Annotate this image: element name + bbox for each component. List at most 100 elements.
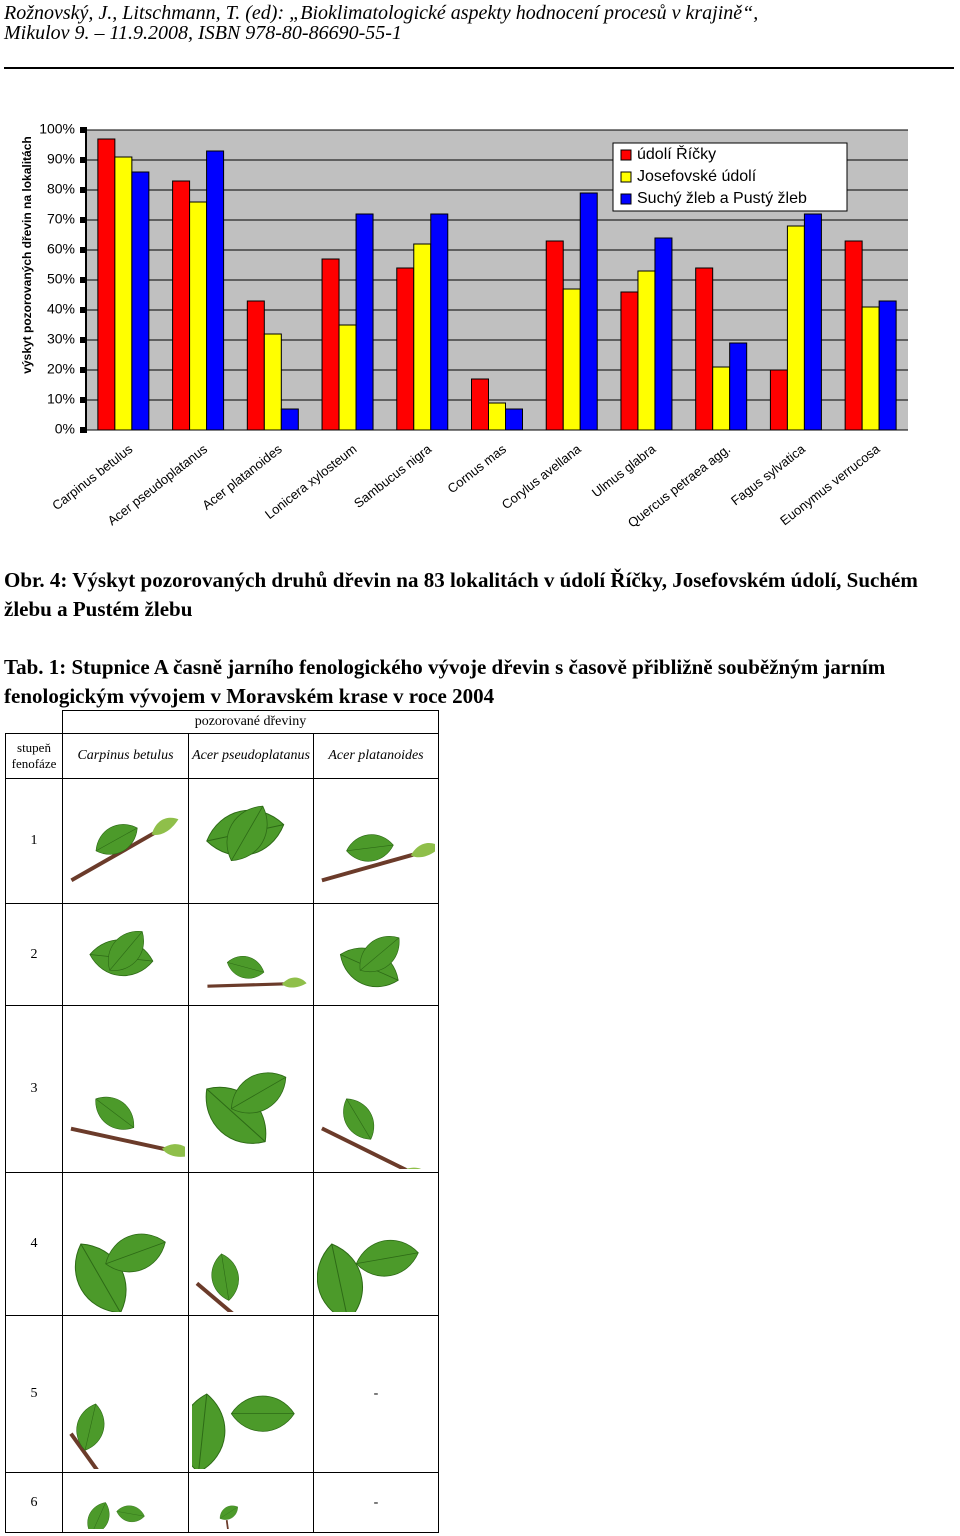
bar [712,366,731,431]
photo-cell [62,1315,189,1473]
bar [114,156,133,431]
bar [338,324,357,431]
tick-mark [80,157,87,163]
y-tick-label: 50% [47,271,75,287]
photo-cell [188,1172,314,1316]
bar [786,225,805,431]
bar [396,267,415,431]
tick-mark [80,427,87,433]
y-tick-label: 60% [47,241,75,257]
bar [803,213,822,431]
tick-mark [80,397,87,403]
group-header: pozorované dřeviny [62,710,439,734]
photo [87,922,156,980]
y-tick-label: 30% [47,331,75,347]
x-tick-label: Fagus sylvatica [728,441,808,508]
x-tick-label: Ulmus glabra [589,441,659,500]
header-rule [4,67,954,69]
tick-mark [80,127,87,133]
photo-cell [62,778,189,904]
photo [68,1400,150,1469]
legend-swatch [620,171,632,183]
bar [769,369,788,431]
y-tick-label: 40% [47,301,75,317]
photo-cell [62,1005,189,1173]
photo [201,796,289,870]
stage-cell: 6 [5,1472,63,1533]
bar [471,378,489,431]
bar [579,192,598,431]
bar [878,300,897,431]
stage-cell: 1 [5,778,63,904]
tick-mark [80,217,87,223]
photo-cell [188,1005,314,1173]
column-header: Acer pseudoplatanus [188,733,314,779]
tick-mark [80,307,87,313]
photo [66,1224,172,1312]
y-tick-label: 20% [47,361,75,377]
photo [317,1234,422,1312]
x-tick-label: Sambucus nigra [351,441,435,511]
photo [319,1091,435,1169]
photo [66,813,185,883]
stage-cell: 5 [5,1315,63,1473]
stage-cell: 2 [5,903,63,1006]
photo-cell [313,1005,439,1173]
bar [695,267,714,431]
photo [81,1498,147,1529]
bar [355,213,374,431]
photo [68,1087,185,1169]
bar [131,171,150,431]
bar [562,288,581,431]
tick-mark [80,187,87,193]
figure-caption: Obr. 4: Výskyt pozorovaných druhů dřevin… [4,568,918,621]
photo-cell [62,1172,189,1316]
photo-cell [188,903,314,1006]
photo [194,1251,296,1312]
bar [280,408,299,431]
photo [192,1391,295,1469]
bar [189,201,208,431]
legend-label: Suchý žleb a Pustý žleb [637,190,807,207]
bar [844,240,863,431]
table-cell: - [313,1472,439,1533]
stage-cell: 4 [5,1172,63,1316]
chart: výskyt pozorovaných dřevin na lokalitách… [20,121,908,530]
photo [319,831,435,885]
bar [97,138,116,431]
x-tick-label: Cornus mas [445,441,510,496]
column-header: Acer platanoides [313,733,439,779]
photo-cell [313,903,439,1006]
tick-mark [80,367,87,373]
table-cell: - [313,1315,439,1473]
column-header: Carpinus betulus [62,733,189,779]
legend-label: údolí Říčky [637,144,716,163]
bar [545,240,564,431]
photo-cell [62,903,189,1006]
y-tick-label: 70% [47,211,75,227]
bar [172,180,191,431]
y-tick-label: 10% [47,391,75,407]
column-header: stupeň fenofáze [5,733,63,779]
photo-cell [188,1315,314,1473]
stage-cell: 3 [5,1005,63,1173]
bar [637,270,656,431]
bar [413,243,432,431]
photo [216,1501,245,1529]
header-line: Rožnovský, J., Litschmann, T. (ed): „Bio… [4,2,759,24]
photo [192,1061,296,1159]
y-tick-label: 0% [55,421,75,437]
bar [263,333,282,431]
bar [321,258,340,431]
photo-cell [313,778,439,904]
legend-box [612,142,848,212]
legend-swatch [620,193,632,205]
photo-cell [188,1472,314,1533]
bar [620,291,639,431]
table-caption: Tab. 1: Stupnice A časně jarního fenolog… [4,655,886,708]
bar [206,150,225,431]
photo [205,951,309,1002]
bar [430,213,449,431]
